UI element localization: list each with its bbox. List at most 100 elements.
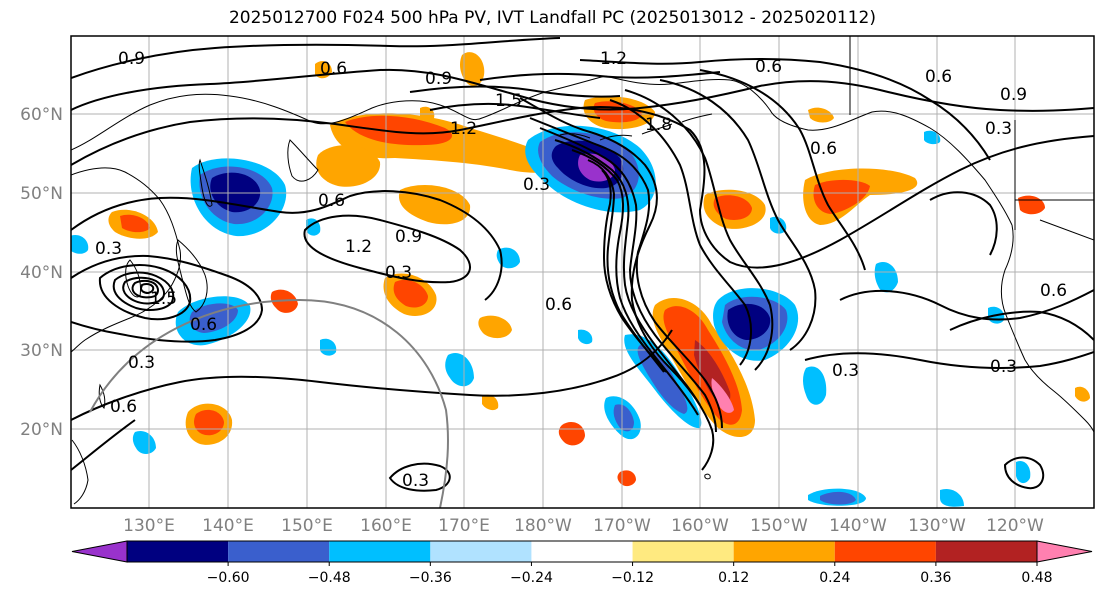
colorbar-segment <box>531 541 633 562</box>
contour-label: 0.9 <box>395 227 422 247</box>
contour-line <box>529 117 723 429</box>
colorbar-segment <box>935 541 1037 562</box>
colorbar-segment <box>834 541 936 562</box>
colorbar-segment <box>228 541 330 562</box>
shade-patch <box>578 329 593 345</box>
shade-patch <box>637 345 688 414</box>
contour-label: 0.9 <box>1000 85 1027 105</box>
contour-labels: 0.9 0.6 1.2 0.9 1.5 1.8 1.2 0.6 0.6 0.9 … <box>95 49 1067 491</box>
contour-line <box>71 105 1094 269</box>
contour-label: 0.3 <box>402 471 429 491</box>
contour-line <box>601 169 667 373</box>
shade-patch <box>713 195 752 220</box>
colorbar-tick-label: −0.48 <box>308 570 351 586</box>
lon-label-150e: 150°E <box>281 516 333 536</box>
shade-patch <box>71 235 89 254</box>
contour-line <box>929 191 998 256</box>
shade-patch <box>820 491 856 505</box>
contour-line <box>139 282 155 295</box>
coast-philippines <box>71 439 89 505</box>
shade-patch <box>808 107 834 123</box>
colorbar-tick-label: −0.60 <box>207 570 250 586</box>
coast-north-america <box>1000 224 1094 433</box>
contour-line <box>429 102 601 119</box>
contour-line <box>624 89 774 371</box>
colorbar-tick-label: 0.12 <box>718 570 749 586</box>
shade-patch <box>924 130 941 145</box>
contour-label: 0.6 <box>545 295 572 315</box>
shade-patch <box>478 315 512 339</box>
coast-kamchatka <box>287 139 319 182</box>
map-title: 2025012700 F024 500 hPa PV, IVT Landfall… <box>228 8 876 28</box>
coast-asia-north <box>71 75 606 151</box>
contour-label: 0.3 <box>985 119 1012 139</box>
contour-label: 0.3 <box>385 263 412 283</box>
shade-patch <box>940 488 964 507</box>
contour-label: 0.3 <box>128 353 155 373</box>
contour-line <box>479 71 721 81</box>
colorbar-segment <box>127 541 229 562</box>
map-frame <box>70 35 1095 509</box>
contour-line <box>609 99 752 366</box>
coast-korea <box>125 259 141 298</box>
contour-line <box>131 279 159 299</box>
shade-patch <box>711 378 734 413</box>
lat-label-50n: 50°N <box>20 184 63 204</box>
colorbar-tick-label: −0.24 <box>510 570 553 586</box>
colorbar-tick-label: 0.36 <box>920 570 951 586</box>
contour-line <box>409 85 621 98</box>
shade-patch <box>345 115 453 146</box>
contour-label: 1.2 <box>600 49 627 69</box>
lon-label-160w: 160°W <box>671 516 729 536</box>
contour-label: 0.3 <box>990 357 1017 377</box>
colorbar-tick-label: 0.24 <box>819 570 850 586</box>
contour-line <box>112 271 175 311</box>
contour-line <box>71 37 561 79</box>
lat-label-30n: 30°N <box>20 341 63 361</box>
shade-patch <box>613 404 634 432</box>
lon-label-180w: 180°W <box>514 516 572 536</box>
contour-line <box>949 310 1094 341</box>
contour-label: 1.5 <box>495 91 522 111</box>
shade-patch <box>874 262 898 293</box>
contour-label: 0.3 <box>832 361 859 381</box>
colorbar-extend-high <box>1036 540 1093 563</box>
lon-label-140e: 140°E <box>202 516 254 536</box>
lon-label-170e: 170°E <box>438 516 490 536</box>
lon-label-150w: 150°W <box>750 516 808 536</box>
contour-line <box>571 149 699 416</box>
contour-label: 0.6 <box>925 67 952 87</box>
pv-contours <box>71 37 1094 492</box>
coast-japan <box>175 239 208 313</box>
colorbar-tick-label: 0.48 <box>1021 570 1052 586</box>
contour-line <box>579 58 991 161</box>
lon-label-170w: 170°W <box>593 516 651 536</box>
shade-patch <box>120 214 150 233</box>
pv-shading <box>71 52 1090 507</box>
shade-patch <box>803 366 827 405</box>
colorbar: −0.60 −0.48 −0.36 −0.24 −0.12 0.12 0.24 0.36 0.4… <box>71 540 1093 586</box>
shade-patch <box>1016 460 1031 484</box>
map-area: 0.9 0.6 1.2 0.9 1.5 1.8 1.2 0.6 0.6 0.9 … <box>71 36 1094 508</box>
lat-label-40n: 40°N <box>20 263 63 283</box>
lon-label-130e: 130°E <box>123 516 175 536</box>
contour-label: 0.9 <box>425 69 452 89</box>
lat-label-60n: 60°N <box>20 105 63 125</box>
latitude-labels: 60°N 50°N 40°N 30°N 20°N <box>20 105 63 440</box>
contour-label: 0.9 <box>118 49 145 69</box>
coastlines <box>71 36 1094 505</box>
contour-line <box>122 276 165 305</box>
lon-label-140w: 140°W <box>829 516 887 536</box>
contour-line <box>804 351 1094 369</box>
colorbar-outline <box>126 540 1038 563</box>
contour-label: 0.6 <box>318 191 345 211</box>
lon-label-130w: 130°W <box>908 516 966 536</box>
contour-line <box>539 127 717 433</box>
shade-patch <box>393 279 428 308</box>
contour-label: 0.6 <box>190 315 217 335</box>
contour-line <box>303 214 472 284</box>
shade-patch <box>320 338 337 356</box>
contour-line <box>71 190 503 301</box>
shade-patch <box>460 52 485 87</box>
